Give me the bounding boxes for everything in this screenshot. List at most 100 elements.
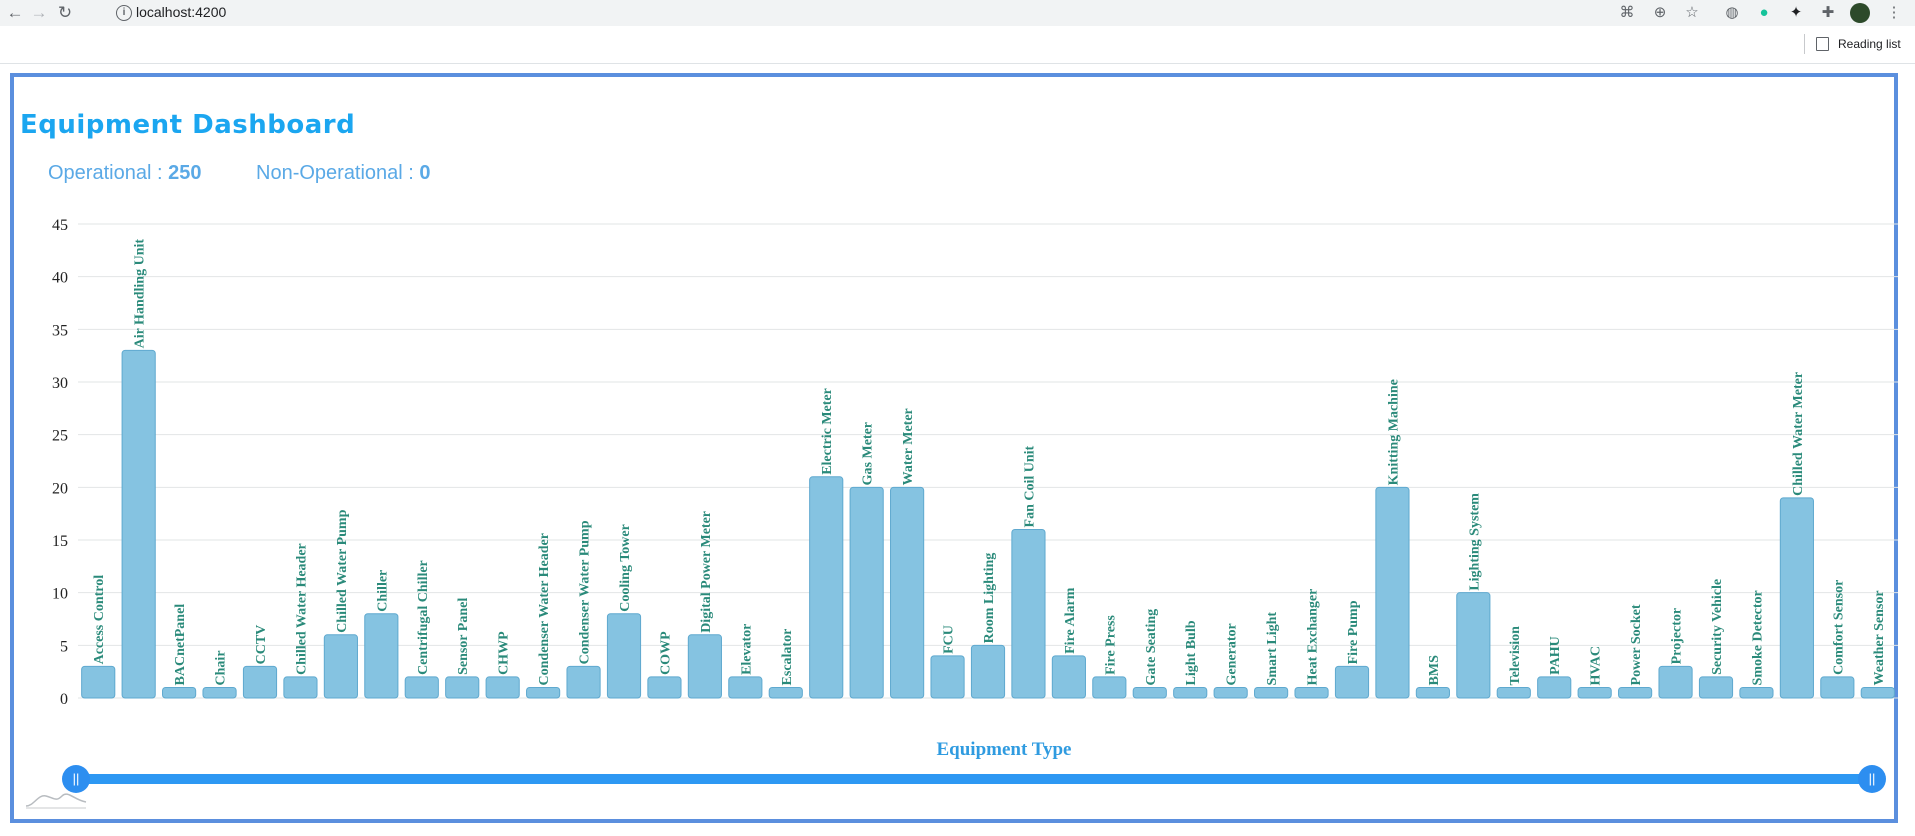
y-tick-label: 45: [52, 217, 68, 234]
bar-label: Comfort Sensor: [1831, 580, 1846, 675]
bar-label: Fire Press: [1103, 615, 1118, 675]
bar-label: Access Control: [92, 575, 107, 665]
bar: [1375, 486, 1410, 699]
reading-list-icon[interactable]: [1816, 37, 1829, 51]
bar: [687, 634, 722, 699]
bar-label: Gate Seating: [1144, 609, 1159, 686]
bar-label: Condenser Water Header: [537, 533, 552, 685]
translate-icon[interactable]: ⌘: [1619, 4, 1635, 21]
bar-label: Gas Meter: [861, 422, 876, 485]
divider: [1804, 34, 1805, 54]
bar-label: Lighting System: [1467, 493, 1482, 591]
y-tick-label: 25: [52, 428, 68, 445]
non-operational-value: 0: [419, 162, 431, 184]
operational-value: 250: [168, 162, 202, 184]
bar-label: Condenser Water Pump: [578, 520, 593, 664]
bar-label: FCU: [942, 625, 957, 654]
bar: [1132, 686, 1167, 699]
zoom-icon[interactable]: ⊕: [1653, 4, 1667, 21]
bar-label: Water Meter: [901, 408, 916, 485]
y-tick-label: 15: [52, 533, 68, 550]
bar: [849, 486, 884, 699]
bar: [930, 655, 965, 699]
y-tick-label: 20: [52, 480, 68, 497]
bar-label: Knitting Machine: [1386, 379, 1401, 485]
grammarly-icon[interactable]: ●: [1759, 4, 1769, 21]
bar-label: Fire Alarm: [1063, 587, 1078, 654]
bar-label: PAHU: [1548, 636, 1563, 675]
y-tick-label: 35: [52, 322, 68, 339]
bar: [283, 676, 318, 699]
bar-label: Smoke Detector: [1750, 590, 1765, 685]
bar-label: Chilled Water Meter: [1791, 372, 1806, 496]
bar: [1779, 497, 1814, 699]
bar: [1537, 676, 1572, 699]
bar: [809, 476, 844, 699]
bar: [1051, 655, 1086, 699]
browser-toolbar: ← → ↻ i localhost:4200 ⌘ ⊕ ☆ ◍ ● ✦ ✚ ⋮: [0, 0, 1915, 26]
bar-label: Chair: [214, 650, 229, 685]
bar: [202, 686, 237, 699]
bar: [162, 686, 197, 699]
bar: [1254, 686, 1289, 699]
globe-icon[interactable]: ◍: [1725, 4, 1739, 21]
bar-label: Elevator: [739, 624, 754, 675]
bar-label: Cooling Tower: [618, 524, 633, 612]
bar: [1294, 686, 1329, 699]
bar: [1092, 676, 1127, 699]
bar: [1860, 686, 1895, 699]
bar-label: Chiller: [375, 570, 390, 612]
menu-icon[interactable]: ⋮: [1886, 4, 1902, 21]
non-operational-count: Non-Operational : 0: [256, 162, 431, 185]
bar: [647, 676, 682, 699]
bar: [404, 676, 439, 699]
bar: [1496, 686, 1531, 699]
slider-left-handle[interactable]: ||: [62, 765, 90, 793]
bar-label: COWP: [658, 631, 673, 675]
extension-icon[interactable]: ✦: [1789, 4, 1803, 21]
bar-label: Sensor Panel: [456, 598, 471, 675]
bar: [1577, 686, 1612, 699]
bar: [242, 665, 278, 699]
bar-label: BACnetPanel: [173, 604, 188, 686]
bar-label: Smart Light: [1265, 612, 1280, 686]
bar: [566, 665, 601, 699]
bar: [768, 686, 803, 699]
bar: [1011, 528, 1046, 699]
bar-label: Centrifugal Chiller: [416, 560, 431, 675]
slider-right-handle[interactable]: ||: [1858, 765, 1886, 793]
bar: [1658, 665, 1693, 699]
puzzle-icon[interactable]: ✚: [1821, 4, 1835, 21]
back-icon[interactable]: ←: [6, 3, 24, 22]
bookmark-star-icon[interactable]: ☆: [1685, 4, 1699, 21]
forward-icon[interactable]: →: [30, 3, 48, 22]
bar-label: Room Lighting: [982, 553, 997, 644]
reading-list-button[interactable]: Reading list: [1838, 37, 1901, 51]
reload-icon[interactable]: ↻: [57, 3, 73, 22]
bar-label: Electric Meter: [820, 388, 835, 475]
bar: [1739, 686, 1774, 699]
y-tick-label: 10: [52, 586, 68, 603]
bar: [1618, 686, 1653, 699]
non-operational-label: Non-Operational :: [256, 162, 420, 184]
bar-label: Fan Coil Unit: [1022, 445, 1037, 527]
bar: [1415, 686, 1450, 699]
bar: [485, 676, 520, 699]
avatar[interactable]: [1850, 3, 1870, 23]
bar: [1456, 592, 1491, 699]
info-icon[interactable]: i: [116, 5, 132, 21]
y-tick-label: 5: [60, 638, 68, 655]
bar: [526, 686, 561, 699]
bar: [1820, 676, 1855, 699]
dashboard-panel: [10, 73, 1898, 823]
bar-label: Fire Pump: [1346, 600, 1361, 664]
bar-label: Generator: [1225, 623, 1240, 685]
address-bar[interactable]: i localhost:4200: [106, 2, 1706, 24]
bar: [1213, 686, 1248, 699]
bar: [1173, 686, 1208, 699]
bar-label: Chilled Water Header: [294, 543, 309, 675]
range-slider-track[interactable]: [76, 774, 1872, 784]
bar-label: Security Vehicle: [1710, 579, 1725, 675]
bar-label: BMS: [1427, 655, 1442, 686]
